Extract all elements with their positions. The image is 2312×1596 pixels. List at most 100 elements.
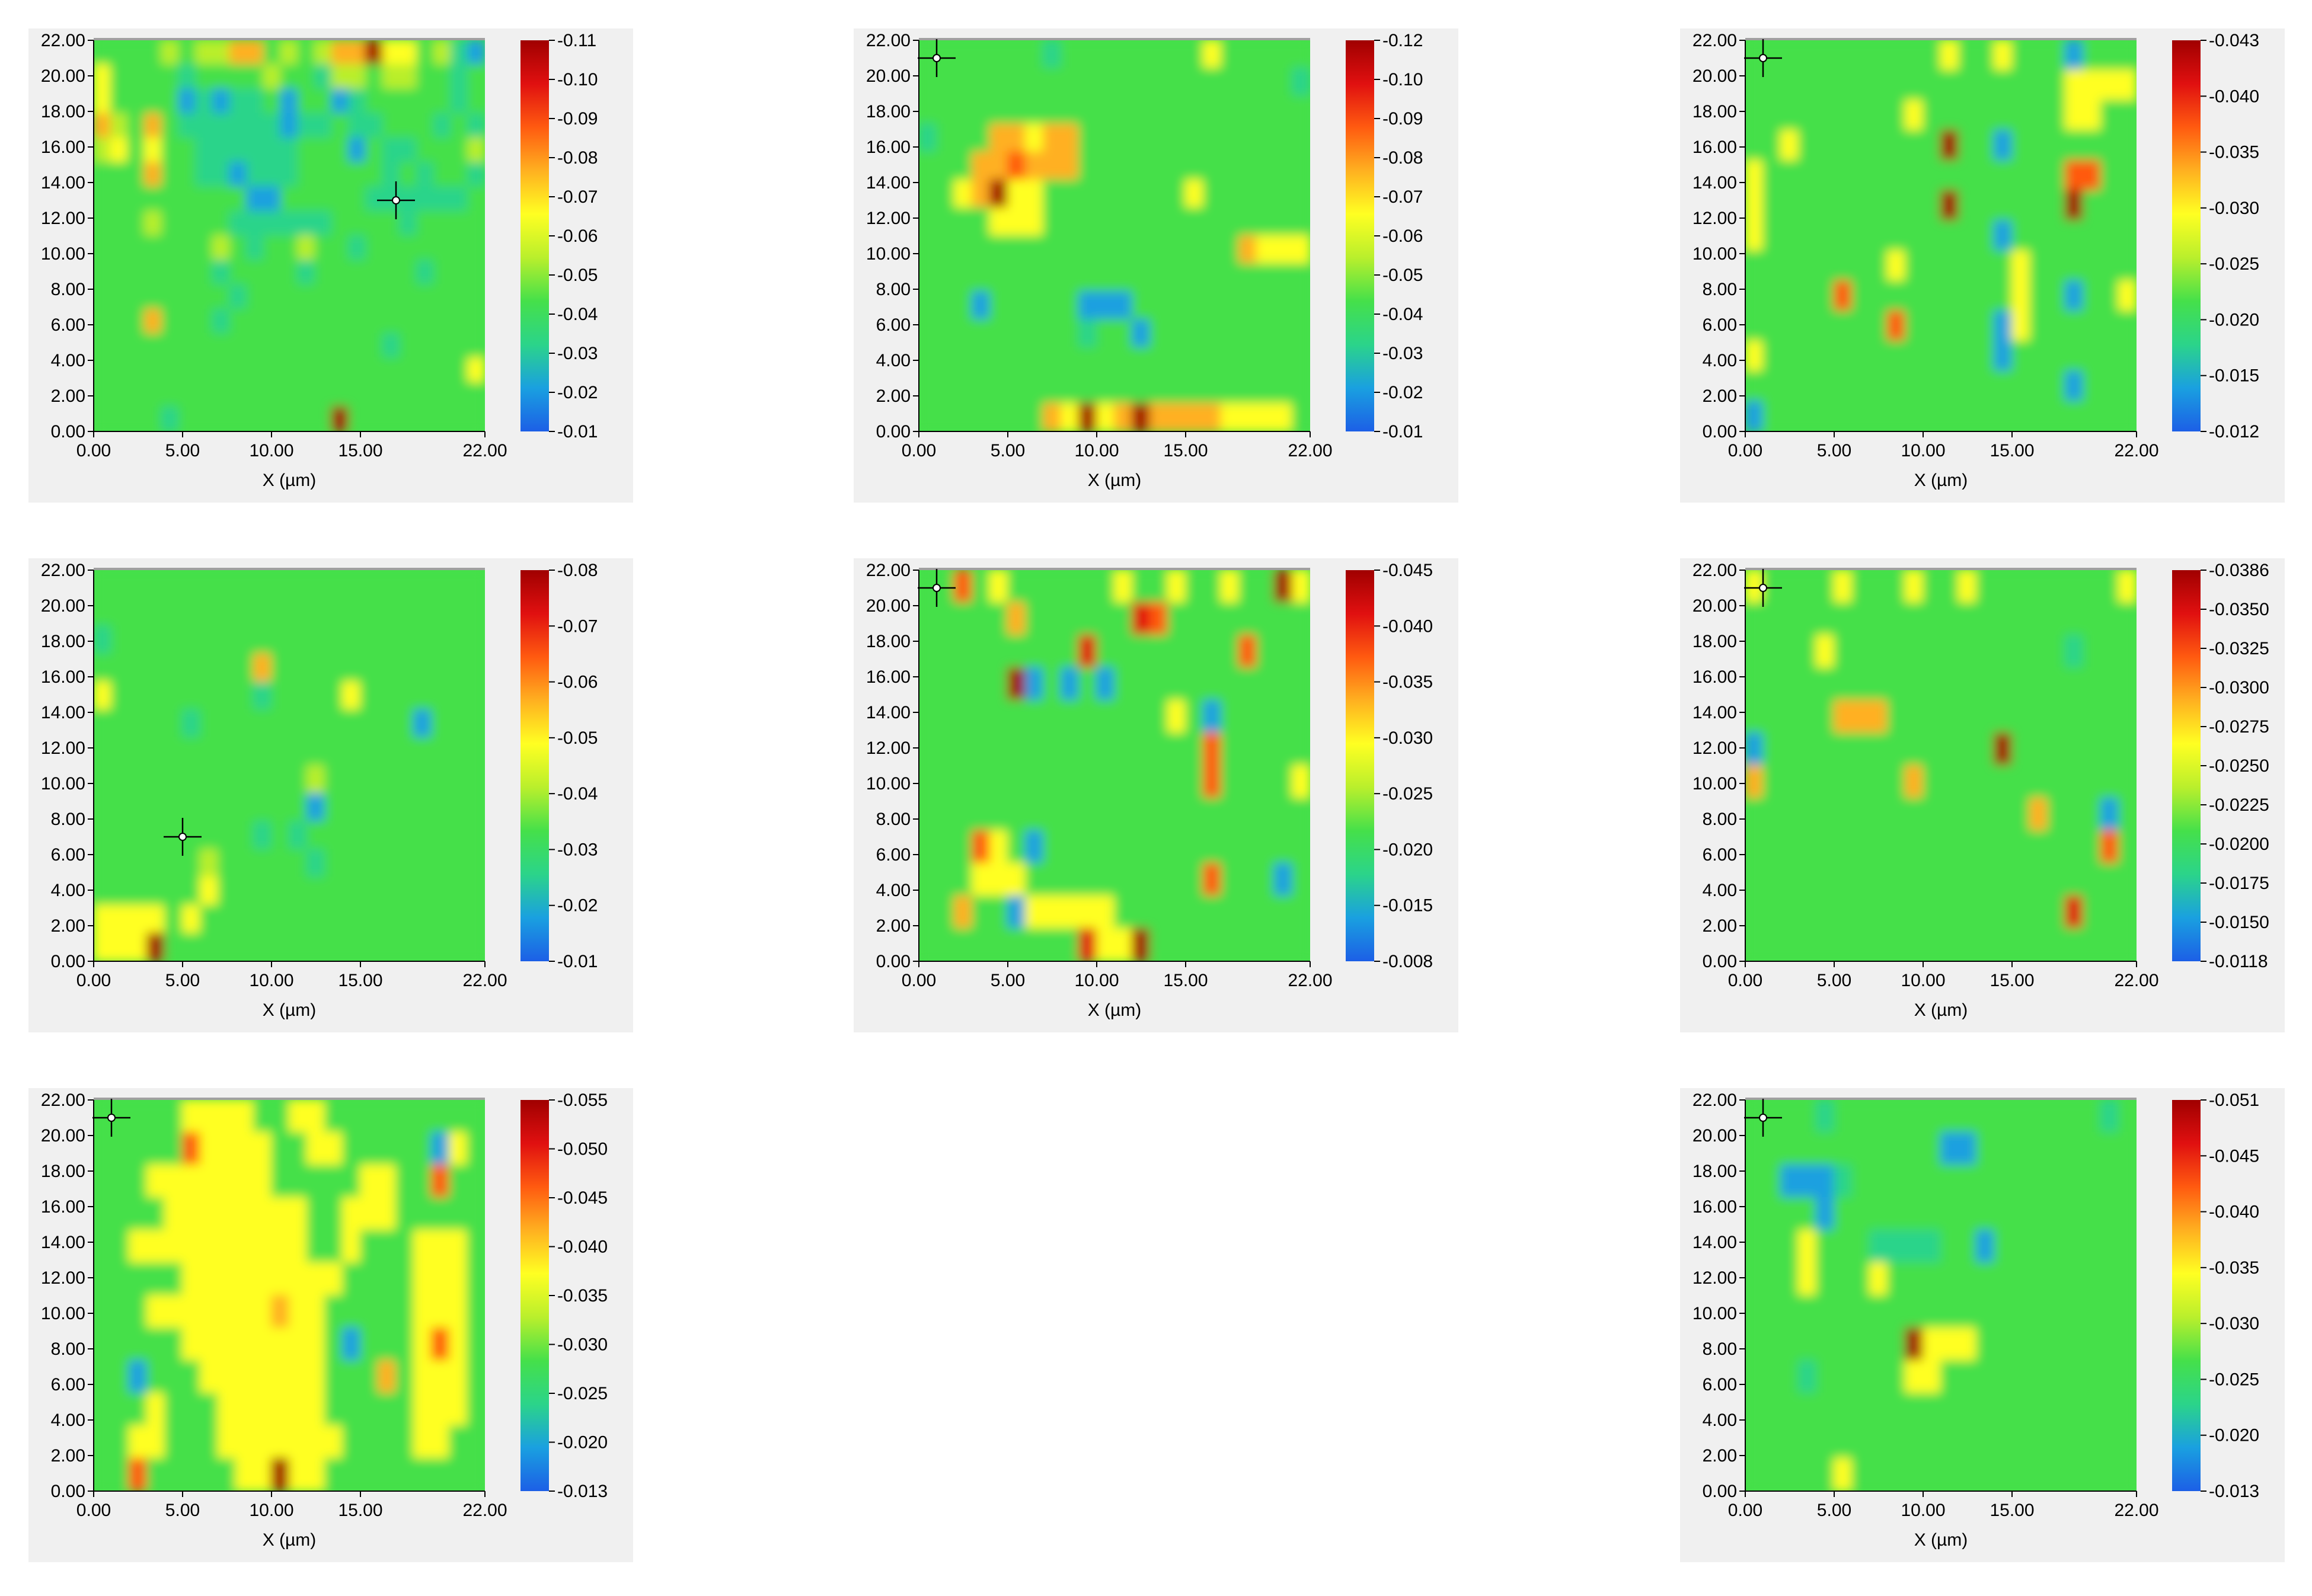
- heatmap-cell: [1994, 69, 2013, 101]
- heatmap-cell: [1238, 319, 1257, 348]
- heatmap-cell: [342, 1132, 361, 1166]
- heatmap-cell: [110, 406, 129, 431]
- y-tick-label: 22.00: [866, 31, 911, 50]
- heatmap-cell: [1078, 235, 1097, 265]
- heatmap-cell: [1798, 69, 1817, 101]
- crosshair-marker[interactable]: [377, 181, 415, 219]
- heatmap-cell: [218, 1360, 237, 1394]
- heatmap-cell: [2029, 1100, 2048, 1133]
- heatmap-cell: [989, 375, 1008, 404]
- heatmap-cell: [1096, 928, 1115, 961]
- heatmap-cell: [1940, 160, 1959, 191]
- heatmap-cell: [324, 1165, 343, 1198]
- heatmap-cell: [989, 798, 1008, 831]
- y-tick-label: 22.00: [1693, 31, 1737, 50]
- heatmap-cell: [1958, 700, 1977, 734]
- heatmap-cell: [467, 284, 485, 310]
- heatmap-cell: [954, 347, 973, 376]
- heatmap-cell: [1221, 830, 1240, 864]
- heatmap-cell: [127, 113, 146, 139]
- heatmap-cell: [1132, 667, 1151, 701]
- heatmap-cell: [1221, 207, 1240, 236]
- colorbar-tick-label: -0.012: [2209, 422, 2259, 442]
- heatmap-cell: [919, 830, 937, 864]
- heatmap-cell: [919, 798, 937, 831]
- heatmap-cell: [1167, 733, 1186, 766]
- heatmap-cell: [1745, 1230, 1764, 1264]
- heatmap-cell: [1203, 928, 1222, 961]
- heatmap-cell: [1905, 667, 1924, 701]
- heatmap-cell: [450, 64, 469, 90]
- x-tick-label: 0.00: [902, 971, 936, 990]
- colorbar-tick-label: -0.03: [557, 840, 598, 859]
- heatmap-cell: [229, 40, 248, 66]
- heatmap-cell: [1762, 340, 1781, 372]
- heatmap-cell: [200, 904, 219, 934]
- heatmap-cell: [2083, 1458, 2102, 1491]
- heatmap-cell: [1958, 130, 1977, 162]
- heatmap-cell: [416, 210, 435, 236]
- heatmap-cell: [2011, 1393, 2030, 1427]
- heatmap-cell: [1762, 160, 1781, 191]
- heatmap-cell: [1274, 68, 1293, 97]
- heatmap-cell: [1869, 310, 1888, 342]
- colorbar-tick-label: -0.015: [2209, 366, 2259, 386]
- heatmap-cell: [1061, 733, 1080, 766]
- crosshair-marker[interactable]: [918, 569, 956, 607]
- heatmap-cell: [1834, 220, 1853, 252]
- heatmap-cell: [164, 877, 183, 906]
- heatmap-cell: [413, 821, 432, 850]
- heatmap-cell: [111, 765, 130, 795]
- heatmap-cell: [2029, 250, 2048, 282]
- heatmap-cell: [1203, 207, 1222, 236]
- heatmap-cell: [2083, 1132, 2102, 1166]
- heatmap-cell: [2011, 1295, 2030, 1329]
- crosshair-marker[interactable]: [92, 1099, 130, 1137]
- heatmap-cell: [253, 1197, 272, 1231]
- heatmap-cell: [229, 260, 248, 286]
- heatmap-cell: [1869, 765, 1888, 799]
- heatmap-cell: [1149, 207, 1168, 236]
- crosshair-marker[interactable]: [1744, 1099, 1782, 1137]
- y-tick-label: 6.00: [876, 315, 911, 335]
- heatmap-cell: [2047, 863, 2066, 897]
- colorbar-tick-label: -0.040: [2209, 1202, 2259, 1222]
- heatmap-cell: [246, 162, 264, 188]
- heatmap-cell: [2118, 1360, 2137, 1394]
- colorbar-tick-label: -0.02: [557, 896, 598, 916]
- heatmap-cell: [1851, 1262, 1870, 1296]
- heatmap-cell: [936, 263, 955, 293]
- heatmap-cell: [467, 1295, 485, 1329]
- heatmap-cell: [2083, 280, 2102, 312]
- heatmap-cell: [253, 625, 272, 655]
- heatmap-cell: [1292, 68, 1310, 97]
- heatmap-cell: [395, 570, 414, 599]
- heatmap-cell: [1114, 179, 1133, 209]
- crosshair-marker[interactable]: [1744, 569, 1782, 607]
- heatmap-cell: [263, 235, 282, 261]
- heatmap-cell: [1745, 1360, 1764, 1394]
- heatmap-cell: [1132, 375, 1151, 404]
- heatmap-cell: [989, 667, 1008, 701]
- heatmap-cell: [1851, 1132, 1870, 1166]
- crosshair-marker[interactable]: [1744, 39, 1782, 77]
- heatmap-cell: [1238, 40, 1257, 69]
- heatmap-cell: [129, 597, 148, 627]
- heatmap-cell: [382, 113, 401, 139]
- heatmap-cell: [1238, 570, 1257, 603]
- crosshair-marker[interactable]: [164, 818, 202, 856]
- heatmap-cell: [2047, 1295, 2066, 1329]
- heatmap-cell: [936, 68, 955, 97]
- heatmap-cell: [195, 357, 213, 383]
- heatmap-cell: [2029, 1458, 2048, 1491]
- heatmap-panel-2: 0.00 2.00 4.00 6.00 8.00 10.00 12.00 14.00 16.00…: [854, 28, 1458, 503]
- heatmap-cell: [306, 1165, 325, 1198]
- heatmap-cell: [954, 179, 973, 209]
- heatmap-cell: [2011, 1132, 2030, 1166]
- heatmap-cell: [200, 821, 219, 850]
- heatmap-cell: [413, 765, 432, 795]
- heatmap-cell: [94, 357, 111, 383]
- heatmap-cell: [1869, 1360, 1888, 1394]
- crosshair-marker[interactable]: [918, 39, 956, 77]
- y-tick-label: 18.00: [41, 1162, 85, 1181]
